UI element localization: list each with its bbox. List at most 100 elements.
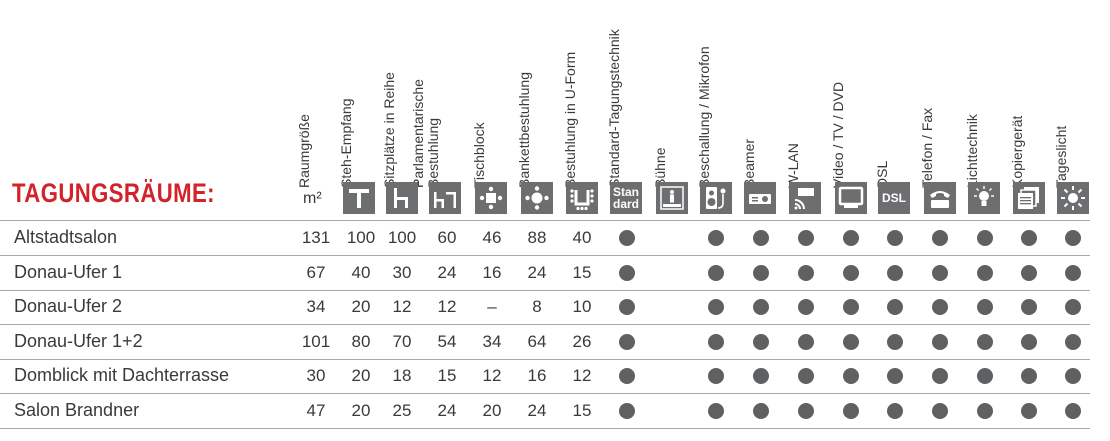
table-row: Salon Brandner 47 20 25 24 20 24 15 xyxy=(0,394,1090,429)
capacity-cell: 12 xyxy=(392,297,412,316)
feature-available-dot xyxy=(753,368,769,384)
capacity-cell: 15 xyxy=(572,400,592,420)
feature-available-dot xyxy=(977,264,993,281)
feature-available-dot xyxy=(932,368,948,384)
capacity-cell: 10 xyxy=(572,297,592,316)
capacity-cell: 25 xyxy=(392,400,412,420)
feature-available-dot xyxy=(798,264,814,281)
unit-label: m² xyxy=(303,190,322,207)
capacity-cell: 80 xyxy=(351,331,371,351)
capacity-cell: 15 xyxy=(437,366,457,385)
standing-reception-icon xyxy=(343,182,375,214)
table-block-icon xyxy=(475,182,507,214)
room-name: Donau-Ufer 1 xyxy=(14,261,123,282)
feature-available-dot xyxy=(708,402,724,419)
capacity-cell: 20 xyxy=(351,297,371,316)
column-header-label: Steh-Empfang xyxy=(338,98,354,189)
feature-available-dot xyxy=(708,299,724,315)
feature-available-dot xyxy=(619,333,635,350)
capacity-cell: 12 xyxy=(482,366,502,385)
feature-available-dot xyxy=(619,230,635,246)
capacity-cell: 30 xyxy=(306,366,326,385)
feature-available-dot xyxy=(977,230,993,246)
capacity-cell: 54 xyxy=(437,331,457,351)
column-header-label: Kopiergerät xyxy=(1009,115,1025,188)
feature-available-dot xyxy=(932,402,948,419)
feature-available-dot xyxy=(977,368,993,384)
page-title: TAGUNGSRÄUME: xyxy=(12,178,215,208)
capacity-cell: 46 xyxy=(482,228,502,247)
column-header-label: Parlamentarische Bestuhlung xyxy=(410,79,441,188)
video-tv-dvd-icon xyxy=(835,182,867,214)
table-row: Donau-Ufer 2 34 20 12 12 – 8 10 xyxy=(0,290,1090,325)
capacity-cell: 8 xyxy=(532,297,542,316)
stage-icon xyxy=(656,182,688,214)
feature-available-dot xyxy=(708,264,724,281)
u-shape-seating-icon xyxy=(566,182,598,214)
feature-available-dot xyxy=(1021,333,1037,350)
capacity-cell: 70 xyxy=(392,331,412,351)
feature-available-dot xyxy=(887,368,903,384)
feature-available-dot xyxy=(1065,333,1081,350)
wifi-icon xyxy=(789,182,821,214)
capacity-cell: 40 xyxy=(572,228,592,247)
feature-available-dot xyxy=(619,368,635,384)
capacity-cell: 24 xyxy=(527,400,547,420)
column-header-label: Telefon / Fax xyxy=(919,107,935,188)
table-row: Domblick mit Dachterrasse 30 20 18 15 12 16 12 xyxy=(0,359,1090,394)
feature-available-dot xyxy=(843,333,859,350)
feature-available-dot xyxy=(619,299,635,315)
capacity-cell: 20 xyxy=(351,366,371,385)
capacity-cell: 26 xyxy=(572,331,592,351)
feature-available-dot xyxy=(753,333,769,350)
capacity-cell: 20 xyxy=(482,400,502,420)
column-header-label: Lichttechnik xyxy=(964,114,980,188)
capacity-cell: 40 xyxy=(351,262,371,282)
column-header-label: Raumgröße xyxy=(296,114,312,188)
capacity-cell: 101 xyxy=(301,331,331,351)
feature-available-dot xyxy=(1021,230,1037,246)
table-top-divider xyxy=(0,220,1090,221)
feature-available-dot xyxy=(843,299,859,315)
capacity-cell: 34 xyxy=(306,297,326,316)
feature-available-dot xyxy=(1021,264,1037,281)
feature-available-dot xyxy=(753,299,769,315)
table-row: Donau-Ufer 1+2 101 80 70 54 34 64 26 xyxy=(0,325,1090,360)
feature-available-dot xyxy=(753,230,769,246)
feature-available-dot xyxy=(932,333,948,350)
feature-available-dot xyxy=(843,230,859,246)
feature-available-dot xyxy=(1065,368,1081,384)
room-name: Salon Brandner xyxy=(14,399,140,420)
capacity-cell: 64 xyxy=(527,331,547,351)
sound-microphone-icon xyxy=(700,182,732,214)
feature-available-dot xyxy=(1021,299,1037,315)
banquet-seating-icon xyxy=(521,182,553,214)
capacity-cell: 20 xyxy=(351,400,371,420)
feature-available-dot xyxy=(977,402,993,419)
column-header-label: Standard-Tagungstechnik xyxy=(606,29,622,188)
feature-available-dot xyxy=(932,299,948,315)
capacity-cell: 131 xyxy=(301,228,331,247)
dsl-icon: DSL xyxy=(878,182,910,214)
table-row: Altstadtsalon 131 100 100 60 46 88 40 xyxy=(0,221,1090,256)
feature-available-dot xyxy=(1021,368,1037,384)
capacity-cell: 30 xyxy=(392,262,412,282)
feature-available-dot xyxy=(708,368,724,384)
feature-available-dot xyxy=(1021,402,1037,419)
feature-available-dot xyxy=(708,333,724,350)
column-header-label: Bankettbestuhlung xyxy=(516,72,532,188)
capacity-cell: 16 xyxy=(527,366,547,385)
column-header-label: Bestuhlung in U-Form xyxy=(562,51,578,188)
column-header-label: Beschallung / Mikrofon xyxy=(696,46,712,188)
feature-available-dot xyxy=(843,264,859,281)
capacity-cell: 34 xyxy=(482,331,502,351)
feature-available-dot xyxy=(798,333,814,350)
column-header-label: Beamer xyxy=(741,138,757,188)
theater-seating-icon xyxy=(386,182,418,214)
column-header-label: Sitzplätze in Reihe xyxy=(381,72,397,188)
column-header-label: Tageslicht xyxy=(1053,125,1069,188)
capacity-cell: 88 xyxy=(527,228,547,247)
feature-available-dot xyxy=(798,299,814,315)
copier-icon xyxy=(1013,182,1045,214)
feature-available-dot xyxy=(977,333,993,350)
